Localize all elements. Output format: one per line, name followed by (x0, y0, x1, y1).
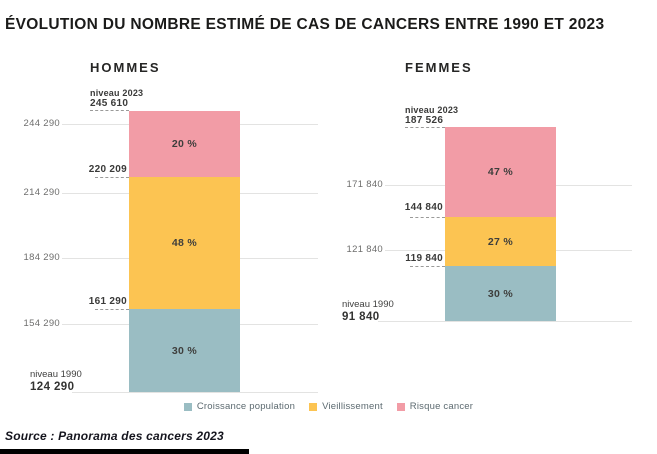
hommes-ytick: 214 290 (23, 187, 60, 198)
legend-item-vieillissement: Vieillissement (309, 401, 383, 412)
source-caption: Source : Panorama des cancers 2023 (5, 429, 224, 443)
hommes-ytick: 244 290 (23, 118, 60, 129)
hommes-segment-vieillissement: 48 % (129, 177, 240, 309)
page-title: ÉVOLUTION DU NOMBRE ESTIMÉ DE CAS DE CAN… (5, 16, 605, 33)
legend-label-vieillissement: Vieillissement (322, 401, 383, 412)
hommes-niveau-2023-label: niveau 2023 (90, 88, 144, 98)
femmes-niveau-2023: niveau 2023 187 526 (405, 105, 458, 126)
femmes-niveau-1990-label: niveau 1990 (342, 299, 394, 310)
hommes-segment-croissance-population: 30 % (129, 309, 240, 392)
femmes-baseline-gridline (378, 321, 632, 322)
hommes-ytick: 184 290 (23, 252, 60, 263)
femmes-niveau-2023-dash (405, 127, 445, 128)
hommes-ytick: 154 290 (23, 318, 60, 329)
hommes-niveau-1990-value: 124 290 (30, 381, 75, 393)
hommes-niveau-2023-value: 245 610 (90, 98, 129, 109)
femmes-niveau-2023-label: niveau 2023 (405, 105, 459, 115)
hommes-annotation-161290-dash (95, 309, 129, 310)
femmes-ytick: 171 840 (346, 179, 383, 190)
femmes-annotation-119840: 119 840 (405, 253, 443, 264)
hommes-pct-risque-cancer: 20 % (171, 138, 198, 150)
femmes-niveau-1990-value: 91 840 (342, 311, 380, 323)
hommes-annotation-220209: 220 209 (88, 164, 127, 175)
femmes-segment-vieillissement: 27 % (445, 217, 556, 266)
hommes-niveau-1990: niveau 1990 124 290 (30, 369, 82, 393)
femmes-pct-croissance-population: 30 % (487, 287, 514, 300)
femmes-annotation-144840-dash (410, 217, 445, 218)
hommes-pct-croissance-population: 30 % (171, 344, 198, 357)
femmes-segment-croissance-population: 30 % (445, 266, 556, 321)
femmes-ytick: 121 840 (346, 244, 383, 255)
femmes-annotation-144840: 144 840 (404, 202, 443, 213)
femmes-pct-vieillissement: 27 % (487, 235, 514, 248)
femmes-annotation-119840-dash (410, 266, 445, 267)
risque-cancer-swatch-icon (396, 402, 405, 411)
legend: Croissance population Vieillissement Ris… (0, 401, 657, 412)
femmes-segment-risque-cancer: 47 % (445, 127, 556, 217)
femmes-niveau-1990: niveau 1990 91 840 (342, 299, 394, 323)
hommes-annotation-161290: 161 290 (88, 296, 127, 307)
legend-item-risque-cancer: Risque cancer (396, 401, 474, 412)
hommes-niveau-2023-dash (90, 110, 129, 111)
hommes-baseline-gridline (72, 392, 318, 393)
footer-divider (0, 449, 249, 454)
hommes-segment-risque-cancer: 20 % (129, 111, 240, 177)
femmes-chart-title: FEMMES (405, 60, 473, 75)
hommes-annotation-220209-dash (95, 177, 129, 178)
legend-label-croissance-population: Croissance population (196, 401, 296, 412)
legend-item-croissance-population: Croissance population (183, 401, 296, 412)
hommes-chart-title: HOMMES (90, 60, 161, 75)
hommes-niveau-1990-label: niveau 1990 (30, 369, 82, 380)
hommes-niveau-2023: niveau 2023 245 610 (90, 88, 143, 109)
vieillissement-swatch-icon (309, 402, 318, 411)
legend-label-risque-cancer: Risque cancer (409, 401, 474, 412)
femmes-pct-risque-cancer: 47 % (487, 166, 514, 178)
hommes-pct-vieillissement: 48 % (171, 237, 198, 249)
femmes-niveau-2023-value: 187 526 (405, 115, 444, 126)
croissance-population-swatch-icon (183, 402, 192, 411)
